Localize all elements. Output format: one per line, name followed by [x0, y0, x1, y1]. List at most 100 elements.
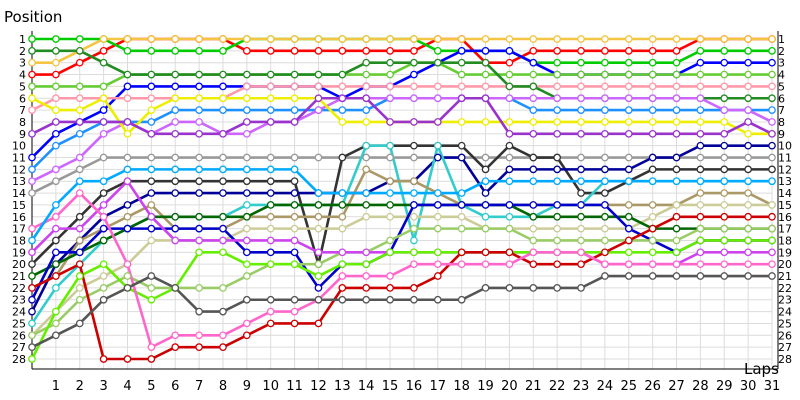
series-point [624, 212, 633, 221]
series-point [386, 236, 394, 245]
series-point [672, 165, 681, 174]
series-point [624, 153, 633, 162]
y-axis-title: Position [4, 8, 62, 26]
series-point [720, 129, 729, 138]
series-point [290, 177, 299, 186]
series-line [31, 85, 772, 112]
series-point [481, 94, 490, 103]
series-point [720, 82, 729, 91]
series-point [314, 82, 323, 91]
series-point [99, 35, 108, 43]
series-point [75, 58, 84, 67]
series-point [314, 284, 323, 292]
series-point [577, 224, 585, 233]
series-point [123, 212, 132, 221]
series-point [219, 106, 227, 114]
series-point [290, 307, 299, 316]
series-point [290, 212, 299, 221]
series-point [314, 35, 323, 43]
y-tick-label-left: 9 [19, 128, 26, 141]
series-point [601, 153, 609, 162]
series-point [577, 284, 585, 292]
y-tick-label-left: 22 [12, 282, 26, 295]
series-point [219, 236, 227, 245]
series-point [744, 82, 752, 91]
series-point [242, 295, 251, 304]
series-point [672, 248, 681, 257]
series-point [648, 177, 657, 186]
series-line [31, 227, 772, 337]
series-point [75, 295, 84, 304]
series-point [672, 82, 681, 91]
series-point [457, 295, 466, 304]
series-point [386, 47, 394, 55]
series-point [75, 260, 84, 269]
series-point [410, 47, 418, 55]
series-point [242, 70, 251, 79]
series-point [481, 35, 490, 43]
series-point [433, 272, 442, 280]
y-tick-label-left: 1 [19, 33, 26, 46]
series-point [195, 307, 203, 316]
series-point [171, 165, 180, 174]
series-point [362, 201, 371, 209]
y-tick-label-right: 13 [778, 175, 792, 188]
series-point [672, 94, 681, 103]
series-point [648, 153, 657, 162]
series-point [99, 272, 108, 280]
series-line [31, 168, 773, 290]
series-point [505, 47, 514, 55]
series-point [744, 165, 752, 174]
y-tick-label-left: 4 [19, 69, 26, 82]
series-point [266, 106, 275, 114]
series-point [242, 165, 251, 174]
series-point [362, 248, 371, 257]
y-tick-label-right: 7 [778, 104, 785, 117]
series-point [696, 70, 705, 79]
y-tick-label-right: 8 [778, 116, 785, 129]
series-point [242, 94, 251, 103]
series-point [433, 295, 442, 304]
series-line [31, 96, 773, 136]
series-point [410, 94, 418, 103]
series-line [30, 239, 772, 360]
series-point [720, 260, 729, 269]
series-point [410, 236, 418, 245]
series-point [171, 70, 180, 79]
series-point [195, 118, 203, 126]
series-point [624, 272, 633, 280]
series-point [410, 58, 418, 67]
series-point [601, 70, 609, 79]
series-point [99, 153, 108, 162]
series-point [386, 94, 394, 103]
series-point [529, 236, 538, 245]
series-point [768, 201, 776, 209]
series-point [338, 153, 347, 162]
series-point [99, 189, 108, 197]
series-point [386, 189, 394, 197]
series-point [75, 248, 84, 257]
series-point [624, 201, 633, 209]
x-tick-label: 10 [262, 379, 279, 394]
series-point [529, 58, 538, 67]
series-point [362, 284, 371, 292]
x-tick-label: 3 [99, 379, 107, 394]
series-point [28, 70, 36, 79]
x-tick-label: 29 [716, 379, 733, 394]
y-tick-label-left: 28 [12, 353, 26, 366]
series-point [624, 118, 633, 126]
series-point [768, 35, 776, 43]
series-point [672, 47, 681, 55]
series-point [529, 82, 538, 91]
series-point [433, 94, 442, 103]
series-point [410, 201, 418, 209]
series-point [362, 165, 371, 174]
series-point [52, 307, 60, 316]
series-point [28, 331, 36, 340]
series-point [410, 260, 418, 269]
series-point [744, 224, 752, 233]
series-point [720, 212, 729, 221]
series-point [99, 224, 108, 233]
series-point [529, 284, 538, 292]
series-point [290, 201, 299, 209]
